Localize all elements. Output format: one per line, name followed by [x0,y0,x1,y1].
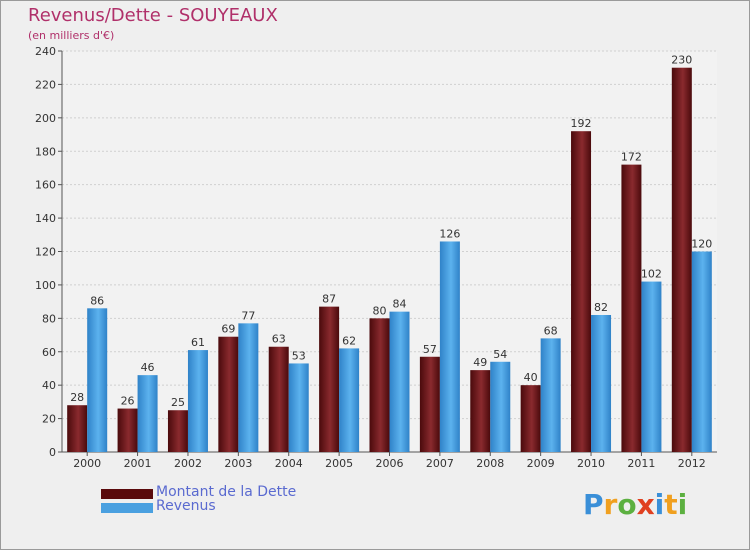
data-label-revenus-2012: 120 [691,238,712,251]
data-label-dette-2001: 26 [121,395,135,408]
x-tick-label-2000: 2000 [73,457,101,470]
y-tick-label: 160 [35,179,56,192]
logo-letter: x [636,488,655,521]
bar-revenus-2012 [691,251,712,452]
bar-dette-2006 [369,318,390,452]
y-tick-label: 20 [42,413,56,426]
y-tick-label: 100 [35,279,56,292]
x-tick-label-2001: 2001 [124,457,152,470]
data-label-dette-2000: 28 [70,391,84,404]
logo-letter: i [654,488,665,521]
bar-dette-2009 [520,385,541,452]
data-label-dette-2011: 172 [621,151,642,164]
data-label-dette-2012: 230 [671,54,692,67]
bar-revenus-2006 [389,311,410,452]
data-label-dette-2010: 192 [571,117,592,130]
data-label-revenus-2001: 46 [141,361,155,374]
y-tick-label: 200 [35,112,56,125]
data-label-dette-2008: 49 [473,356,487,369]
y-tick-label: 220 [35,78,56,91]
data-label-revenus-2003: 77 [241,309,255,322]
logo-letter: i [677,488,688,521]
bar-revenus-2007 [439,241,460,452]
proxiti-logo: Proxiti [583,488,687,521]
bar-dette-2004 [268,346,289,452]
y-tick-label: 40 [42,379,56,392]
y-tick-label: 120 [35,246,56,259]
bar-dette-2003 [218,336,239,452]
logo-letter: r [603,488,618,521]
data-label-revenus-2007: 126 [439,227,460,240]
chart-subtitle: (en milliers d'€) [28,29,115,42]
bar-revenus-2001 [137,375,158,452]
legend-swatch-dette [101,489,153,499]
bar-dette-2001 [117,408,138,452]
bar-revenus-2000 [87,308,108,452]
x-tick-label-2002: 2002 [174,457,202,470]
bar-dette-2007 [419,356,440,452]
data-label-revenus-2010: 82 [594,301,608,314]
bar-dette-2005 [319,306,340,452]
bar-revenus-2009 [540,338,561,452]
bar-dette-2000 [67,405,88,452]
chart-title: Revenus/Dette - SOUYEAUX [28,5,278,26]
data-label-revenus-2011: 102 [641,268,662,281]
data-label-revenus-2004: 53 [292,349,306,362]
logo-letter: o [617,488,637,521]
bar-revenus-2003 [238,323,259,452]
x-tick-label-2004: 2004 [275,457,303,470]
legend-label-dette: Montant de la Dette [156,484,297,500]
data-label-revenus-2008: 54 [493,348,507,361]
x-tick-label-2010: 2010 [577,457,605,470]
x-tick-label-2006: 2006 [376,457,404,470]
data-label-dette-2009: 40 [524,371,538,384]
data-label-dette-2003: 69 [221,323,235,336]
bar-revenus-2008 [490,361,511,452]
y-tick-label: 180 [35,145,56,158]
legend-label-revenus: Revenus [156,498,216,514]
bar-dette-2002 [167,410,188,452]
bar-revenus-2004 [288,363,309,452]
logo-letter: t [664,488,678,521]
data-label-revenus-2009: 68 [544,324,558,337]
x-tick-label-2011: 2011 [627,457,655,470]
x-tick-label-2008: 2008 [476,457,504,470]
logo-letter: P [583,488,604,521]
x-tick-label-2012: 2012 [678,457,706,470]
bar-revenus-2002 [187,350,208,452]
y-tick-label: 60 [42,346,56,359]
data-label-dette-2005: 87 [322,293,336,306]
data-label-dette-2004: 63 [272,333,286,346]
legend-swatch-revenus [101,503,153,513]
bar-revenus-2011 [641,281,662,452]
data-label-revenus-2002: 61 [191,336,205,349]
data-label-revenus-2006: 84 [393,298,407,311]
bar-revenus-2010 [591,314,612,452]
data-label-dette-2006: 80 [373,304,387,317]
y-tick-label: 240 [35,45,56,58]
data-label-dette-2007: 57 [423,343,437,356]
bar-dette-2010 [571,131,592,452]
x-tick-label-2009: 2009 [527,457,555,470]
data-label-revenus-2005: 62 [342,334,356,347]
bar-dette-2012 [671,67,692,452]
y-tick-label: 0 [49,446,56,459]
data-label-revenus-2000: 86 [90,294,104,307]
data-label-dette-2002: 25 [171,396,185,409]
x-tick-label-2003: 2003 [224,457,252,470]
y-tick-label: 80 [42,312,56,325]
y-tick-label: 140 [35,212,56,225]
bar-dette-2008 [470,370,491,452]
x-tick-label-2007: 2007 [426,457,454,470]
x-tick-label-2005: 2005 [325,457,353,470]
bar-revenus-2005 [339,348,360,452]
bar-dette-2011 [621,164,642,452]
